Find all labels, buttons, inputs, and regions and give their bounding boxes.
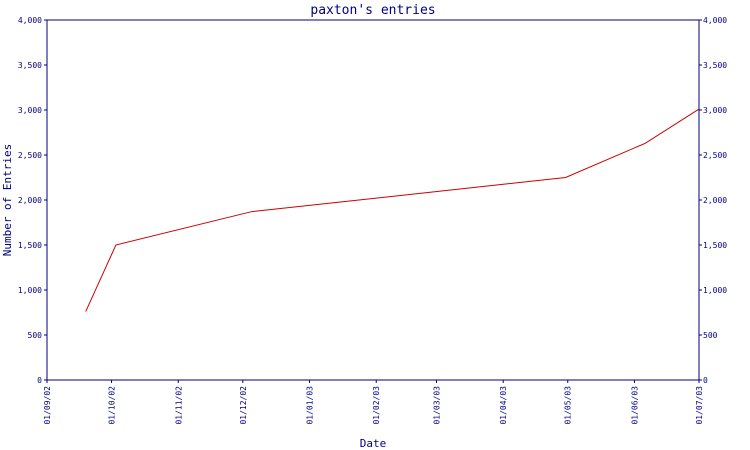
axis-ticks: 0 0 500 500 1,000 1,000 1,500 1,500 2,000 2,000 2,… <box>18 16 727 425</box>
y-tick-label-right: 0 <box>703 376 708 385</box>
chart-title: paxton's entries <box>310 3 435 18</box>
series-line <box>85 108 700 312</box>
plot-area-frame <box>46 19 700 381</box>
y-tick-label-left: 3,000 <box>18 106 42 115</box>
y-tick-label-left: 1,500 <box>18 241 42 250</box>
y-tick-label-left: 2,000 <box>18 196 42 205</box>
x-tick-label: 01/02/03 <box>372 386 381 425</box>
y-tick-label-right: 2,000 <box>703 196 727 205</box>
y-tick-label-right: 4,000 <box>703 16 727 25</box>
x-tick-label: 01/11/02 <box>174 386 183 425</box>
y-tick-label-right: 1,500 <box>703 241 727 250</box>
x-tick-label: 01/04/03 <box>499 386 508 425</box>
y-tick-label-left: 2,500 <box>18 151 42 160</box>
y-tick-label-right: 3,000 <box>703 106 727 115</box>
x-tick-label: 01/10/02 <box>108 386 117 425</box>
y-tick-label-left: 0 <box>37 376 42 385</box>
x-tick-label: 01/12/02 <box>239 386 248 425</box>
y-tick-label-right: 3,500 <box>703 61 727 70</box>
y-tick-label-left: 1,000 <box>18 286 42 295</box>
series-layer <box>85 108 700 312</box>
x-tick-label: 01/07/03 <box>695 386 704 425</box>
y-tick-label-left: 3,500 <box>18 61 42 70</box>
y-tick-label-right: 1,000 <box>703 286 727 295</box>
y-tick-label-right: 500 <box>703 331 718 340</box>
y-tick-label-left: 500 <box>28 331 43 340</box>
x-tick-label: 01/05/03 <box>564 386 573 425</box>
x-tick-label: 01/06/03 <box>630 386 639 425</box>
y-tick-label-right: 2,500 <box>703 151 727 160</box>
y-tick-label-left: 4,000 <box>18 16 42 25</box>
x-tick-label: 01/01/03 <box>306 386 315 425</box>
y-axis-title: Number of Entries <box>1 144 14 257</box>
x-tick-label: 01/03/03 <box>432 386 441 425</box>
x-tick-label: 01/09/02 <box>43 386 52 425</box>
x-axis-title: Date <box>360 437 387 450</box>
